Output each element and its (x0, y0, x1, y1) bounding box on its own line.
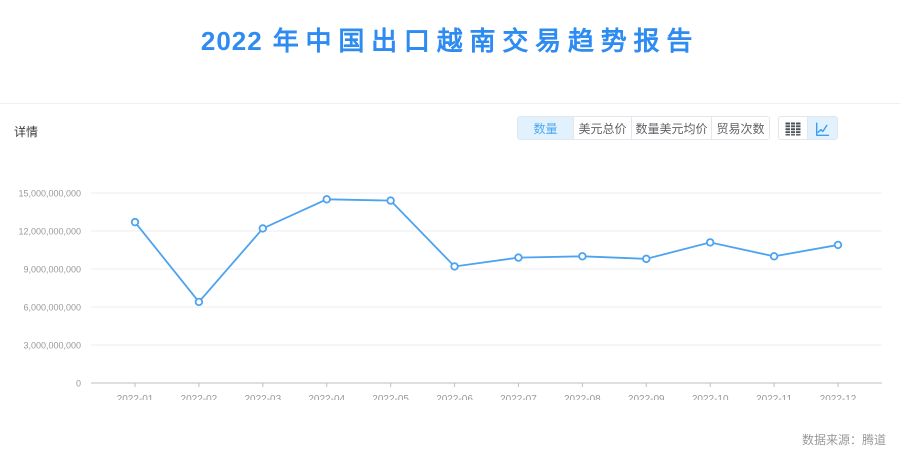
svg-text:2022-12: 2022-12 (820, 394, 857, 400)
svg-text:2022-01: 2022-01 (117, 394, 154, 400)
svg-text:6,000,000,000: 6,000,000,000 (23, 303, 81, 313)
svg-text:2022-11: 2022-11 (756, 394, 792, 400)
svg-text:2022-06: 2022-06 (436, 394, 473, 400)
svg-text:9,000,000,000: 9,000,000,000 (23, 265, 81, 275)
svg-text:2022-05: 2022-05 (372, 394, 409, 400)
svg-text:12,000,000,000: 12,000,000,000 (18, 227, 81, 237)
svg-text:2022-02: 2022-02 (181, 394, 218, 400)
svg-text:2022-03: 2022-03 (244, 394, 281, 400)
svg-text:2022-10: 2022-10 (692, 394, 729, 400)
svg-text:2022-04: 2022-04 (308, 394, 345, 400)
svg-text:2022-09: 2022-09 (628, 394, 665, 400)
svg-text:3,000,000,000: 3,000,000,000 (23, 341, 81, 351)
svg-text:2022-08: 2022-08 (564, 394, 601, 400)
svg-text:15,000,000,000: 15,000,000,000 (18, 189, 81, 199)
svg-text:2022-07: 2022-07 (500, 394, 537, 400)
svg-text:0: 0 (76, 379, 81, 389)
